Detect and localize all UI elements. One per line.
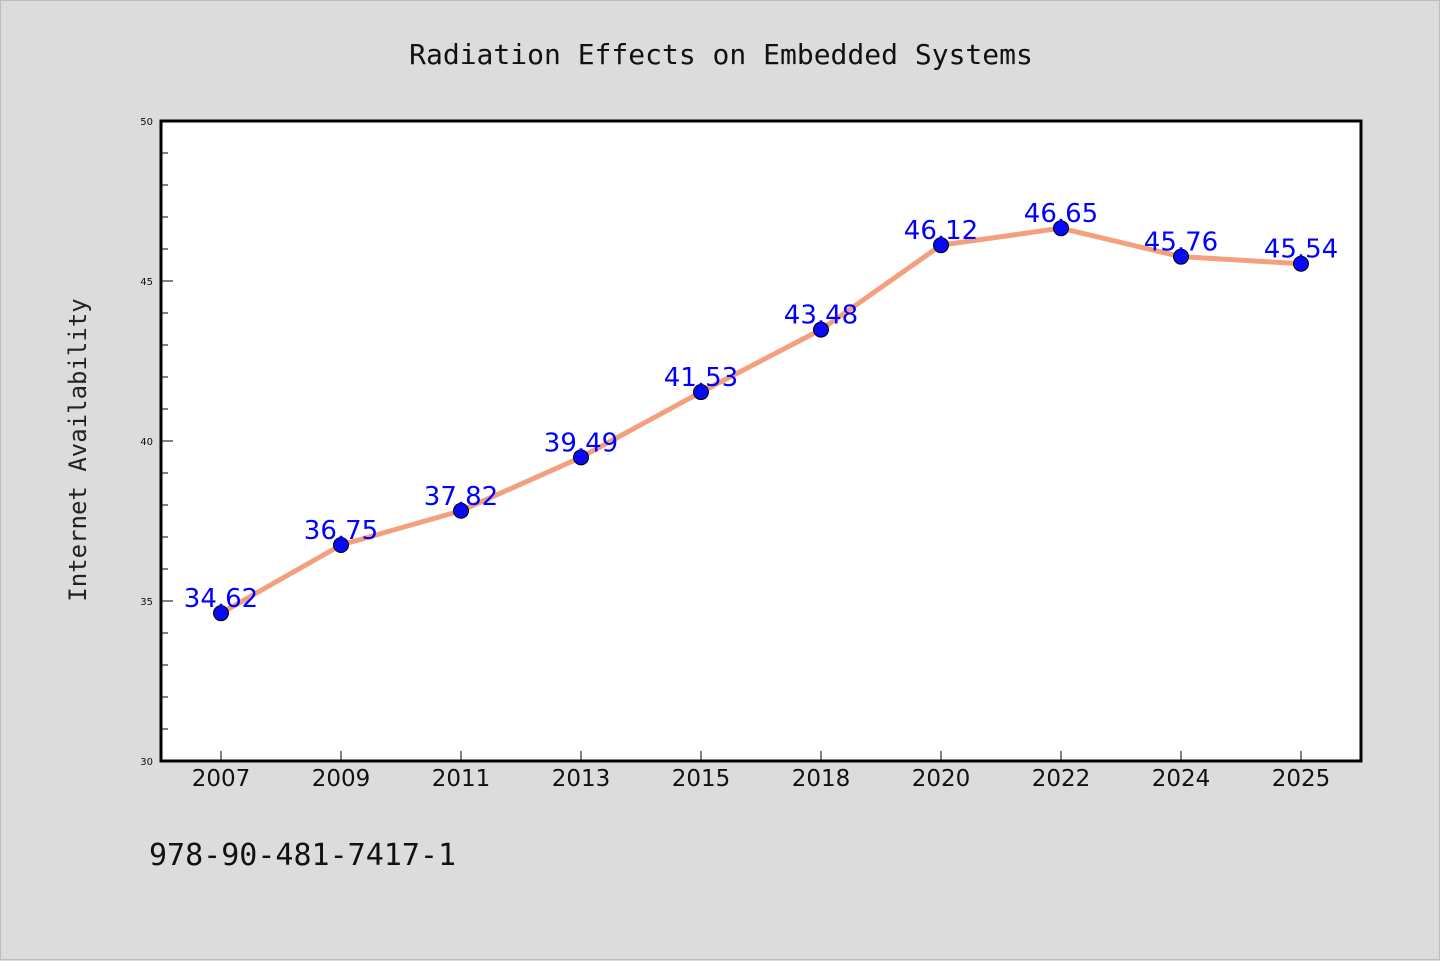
x-tick-label: 2018 — [792, 766, 851, 792]
x-tick-label: 2009 — [312, 766, 371, 792]
y-axis-label: Internet Availability — [64, 298, 92, 601]
data-point — [453, 502, 469, 519]
x-tick-label: 2025 — [1272, 766, 1331, 792]
data-point — [1293, 255, 1309, 272]
x-axis-ticks: 2007 2009 2011 2013 2015 2018 2020 2022 2024 2025 — [192, 751, 1331, 792]
y-tick-label: 30 — [140, 757, 153, 768]
plot-area — [159, 119, 1363, 763]
data-point — [333, 537, 349, 553]
series-markers — [213, 220, 1309, 622]
x-tick-label: 2020 — [912, 766, 971, 792]
data-point — [213, 605, 229, 622]
data-label: 39.49 — [544, 428, 618, 458]
data-point — [693, 384, 709, 401]
series-lines — [218, 225, 1304, 616]
y-axis-ticks: 30 35 40 45 50 — [140, 117, 173, 768]
y-tick-label: 35 — [140, 597, 153, 608]
data-label: 41.53 — [664, 363, 738, 393]
y-tick-label: 45 — [140, 277, 153, 288]
data-label: 34.62 — [184, 584, 258, 614]
x-tick-label: 2024 — [1152, 766, 1211, 792]
x-tick-label: 2007 — [192, 766, 251, 792]
chart-title: Radiation Effects on Embedded Systems — [409, 38, 1033, 71]
y-tick-label: 50 — [140, 117, 153, 128]
data-point — [1053, 220, 1069, 237]
data-point — [933, 237, 949, 254]
x-tick-label: 2011 — [432, 766, 491, 792]
data-label: 36.75 — [304, 516, 378, 546]
data-label: 43.48 — [784, 301, 858, 331]
data-label: 37.82 — [424, 482, 498, 512]
footer-isbn: 978-90-481-7417-1 — [149, 838, 456, 873]
data-label: 45.54 — [1264, 235, 1338, 265]
data-point — [813, 321, 829, 338]
data-label: 46.12 — [904, 216, 978, 246]
x-tick-label: 2022 — [1032, 766, 1091, 792]
y-tick-label: 40 — [140, 437, 153, 448]
data-label: 46.65 — [1024, 199, 1098, 229]
data-labels: 34.62 36.75 37.82 39.49 41.53 43.48 46.12 46.65… — [184, 199, 1338, 614]
data-label: 45.76 — [1144, 228, 1218, 258]
data-point — [573, 449, 589, 466]
data-point — [1173, 248, 1189, 265]
series-line — [218, 225, 1304, 616]
x-tick-label: 2013 — [552, 766, 611, 792]
x-tick-label: 2015 — [672, 766, 731, 792]
